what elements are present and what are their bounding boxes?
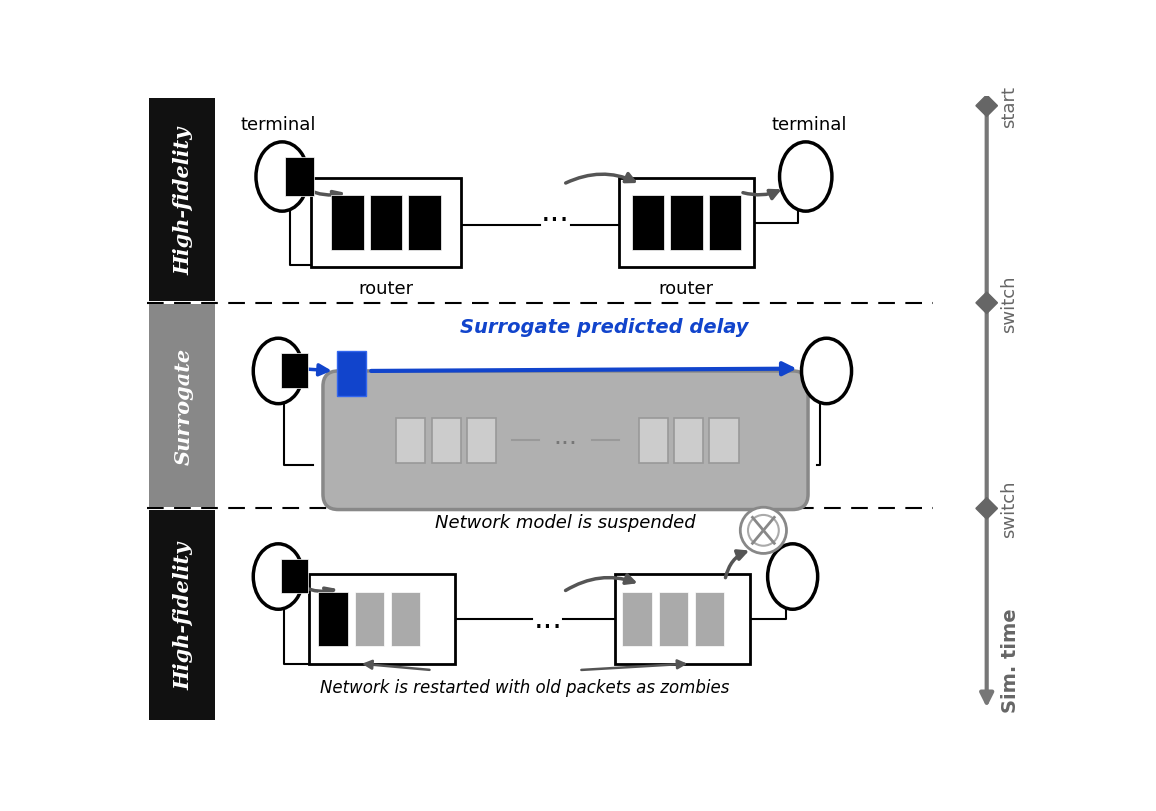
FancyBboxPatch shape — [408, 195, 440, 251]
FancyBboxPatch shape — [355, 592, 384, 646]
FancyBboxPatch shape — [318, 592, 348, 646]
FancyBboxPatch shape — [149, 510, 215, 720]
Polygon shape — [976, 498, 998, 520]
FancyBboxPatch shape — [391, 592, 420, 646]
FancyBboxPatch shape — [149, 99, 215, 302]
Text: terminal: terminal — [240, 115, 316, 134]
Ellipse shape — [253, 339, 303, 404]
Text: switch: switch — [1001, 275, 1018, 333]
FancyBboxPatch shape — [709, 195, 741, 251]
Text: Surrogate predicted delay: Surrogate predicted delay — [460, 318, 749, 337]
Ellipse shape — [253, 544, 303, 610]
FancyBboxPatch shape — [615, 574, 750, 663]
FancyBboxPatch shape — [467, 418, 496, 463]
FancyBboxPatch shape — [281, 354, 307, 388]
Text: Network model is suspended: Network model is suspended — [435, 513, 696, 532]
FancyBboxPatch shape — [370, 195, 402, 251]
FancyBboxPatch shape — [674, 418, 703, 463]
FancyBboxPatch shape — [618, 179, 754, 268]
Ellipse shape — [779, 143, 832, 212]
FancyBboxPatch shape — [286, 158, 314, 196]
Text: Network is restarted with old packets as zombies: Network is restarted with old packets as… — [320, 678, 729, 696]
Polygon shape — [976, 96, 998, 118]
FancyBboxPatch shape — [281, 559, 307, 594]
Text: Surrogate: Surrogate — [173, 348, 193, 465]
FancyBboxPatch shape — [710, 418, 739, 463]
Text: High-fidelity: High-fidelity — [173, 541, 193, 689]
Polygon shape — [976, 293, 998, 314]
Text: ...: ... — [533, 605, 562, 633]
FancyBboxPatch shape — [336, 351, 366, 396]
Ellipse shape — [768, 544, 817, 610]
FancyBboxPatch shape — [659, 592, 688, 646]
FancyBboxPatch shape — [332, 195, 364, 251]
FancyBboxPatch shape — [631, 195, 664, 251]
Circle shape — [740, 508, 786, 554]
Text: ...: ... — [554, 425, 578, 448]
FancyBboxPatch shape — [431, 418, 461, 463]
FancyBboxPatch shape — [149, 305, 215, 507]
Text: switch: switch — [1001, 480, 1018, 538]
FancyBboxPatch shape — [311, 179, 461, 268]
Ellipse shape — [801, 339, 852, 404]
FancyBboxPatch shape — [695, 592, 724, 646]
Text: start: start — [1001, 86, 1018, 127]
Text: router: router — [659, 279, 714, 297]
FancyBboxPatch shape — [638, 418, 668, 463]
Text: terminal: terminal — [772, 115, 847, 134]
FancyBboxPatch shape — [309, 574, 455, 663]
Text: Sim. time: Sim. time — [1001, 608, 1020, 713]
Text: ...: ... — [541, 197, 570, 226]
Ellipse shape — [255, 143, 309, 212]
FancyBboxPatch shape — [323, 371, 808, 510]
FancyBboxPatch shape — [622, 592, 652, 646]
Text: router: router — [358, 279, 414, 297]
Text: High-fidelity: High-fidelity — [173, 127, 193, 274]
FancyBboxPatch shape — [670, 195, 703, 251]
FancyBboxPatch shape — [397, 418, 425, 463]
